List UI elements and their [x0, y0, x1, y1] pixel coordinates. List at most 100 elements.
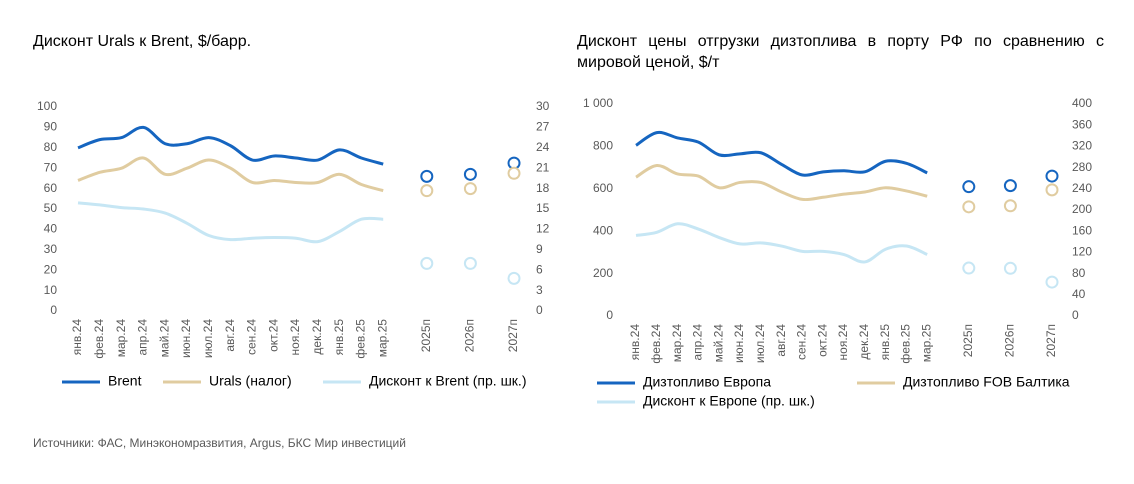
y-tick-label: 10	[44, 283, 58, 297]
x-tick-label: мар.25	[919, 324, 933, 363]
forecast-marker	[420, 184, 434, 198]
legend-label: Дисконт к Европе (пр. шк.)	[643, 393, 815, 409]
x-tick-label: апр.24	[691, 324, 705, 361]
x-tick-label: сен.24	[795, 324, 809, 360]
x-tick-label: ноя.24	[288, 319, 302, 356]
y-tick-label: 80	[44, 140, 58, 154]
x-tick-label: фев.25	[899, 324, 913, 364]
x-tick-label: авг.24	[774, 324, 788, 357]
y2-tick-label: 400	[1072, 96, 1092, 110]
forecast-marker	[1045, 183, 1059, 197]
forecast-marker	[507, 271, 521, 285]
forecast-marker	[1003, 179, 1017, 193]
forecast-marker	[1045, 169, 1059, 183]
y-tick-label: 0	[606, 308, 613, 322]
legend-label: Urals (налог)	[209, 373, 292, 389]
forecast-marker	[463, 182, 477, 196]
chart-title: Дисконт цены отгрузки дизтоплива в порту…	[577, 33, 1104, 71]
y2-tick-label: 21	[536, 160, 550, 174]
y2-tick-label: 9	[536, 242, 543, 256]
x-tick-label: июл.24	[753, 324, 767, 363]
legend-label: Дисконт к Brent (пр. шк.)	[369, 373, 527, 389]
x-tick-label: 2025п	[961, 324, 975, 357]
x-tick-label: янв.25	[332, 319, 346, 356]
series-line	[77, 201, 384, 244]
y-tick-label: 800	[593, 139, 613, 153]
x-tick-label: июл.24	[201, 319, 215, 358]
y2-tick-label: 27	[536, 120, 550, 134]
y2-tick-label: 0	[536, 303, 543, 317]
forecast-marker	[962, 200, 976, 214]
x-tick-label: 2027п	[506, 319, 520, 352]
y2-tick-label: 120	[1072, 245, 1092, 259]
x-tick-label: ноя.24	[836, 324, 850, 361]
forecast-marker	[1045, 275, 1059, 289]
y2-tick-label: 240	[1072, 181, 1092, 195]
chart-title: Дисконт Urals к Brent, $/барр.	[33, 33, 252, 50]
forecast-marker	[420, 169, 434, 183]
x-tick-label: 2027п	[1044, 324, 1058, 357]
series-line	[635, 163, 928, 202]
series-line	[77, 156, 384, 193]
x-tick-label: 2026п	[1003, 324, 1017, 357]
y-tick-label: 600	[593, 181, 613, 195]
y-tick-label: 100	[37, 99, 57, 113]
x-tick-label: янв.24	[628, 324, 642, 361]
x-tick-label: дек.24	[310, 319, 324, 355]
x-tick-label: янв.25	[878, 324, 892, 361]
x-tick-label: фев.24	[649, 324, 663, 364]
y2-tick-label: 80	[1072, 266, 1086, 280]
y2-tick-label: 360	[1072, 117, 1092, 131]
x-tick-label: янв.24	[70, 319, 84, 356]
forecast-marker	[420, 256, 434, 270]
legend-label: Brent	[108, 373, 142, 389]
forecast-marker	[962, 261, 976, 275]
x-tick-label: июн.24	[179, 319, 193, 358]
y-tick-label: 40	[44, 222, 58, 236]
x-tick-label: апр.24	[136, 319, 150, 356]
y-tick-label: 0	[50, 303, 57, 317]
y2-tick-label: 6	[536, 262, 543, 276]
y-tick-label: 1 000	[583, 96, 613, 110]
y2-tick-label: 15	[536, 201, 550, 215]
x-tick-label: июн.24	[732, 324, 746, 363]
x-tick-label: окт.24	[266, 319, 280, 352]
y-tick-label: 60	[44, 181, 58, 195]
x-tick-label: мар.25	[375, 319, 389, 358]
legend-label: Дизтопливо FOB Балтика	[903, 374, 1070, 390]
x-tick-label: май.24	[157, 319, 171, 358]
forecast-marker	[463, 256, 477, 270]
series-line	[77, 125, 384, 166]
x-tick-label: фев.25	[354, 319, 368, 359]
x-tick-label: 2026п	[463, 319, 477, 352]
y2-tick-label: 12	[536, 222, 550, 236]
y-tick-label: 200	[593, 266, 613, 280]
y-tick-label: 20	[44, 262, 58, 276]
x-tick-label: мар.24	[670, 324, 684, 363]
y2-tick-label: 200	[1072, 202, 1092, 216]
x-tick-label: дек.24	[857, 324, 871, 360]
forecast-marker	[507, 166, 521, 180]
x-tick-label: сен.24	[245, 319, 259, 355]
x-tick-label: авг.24	[223, 319, 237, 352]
y2-tick-label: 280	[1072, 160, 1092, 174]
y2-tick-label: 320	[1072, 139, 1092, 153]
y-tick-label: 90	[44, 120, 58, 134]
x-tick-label: май.24	[711, 324, 725, 363]
series-line	[635, 130, 928, 177]
forecast-marker	[962, 180, 976, 194]
x-tick-label: фев.24	[92, 319, 106, 359]
y2-tick-label: 0	[1072, 308, 1079, 322]
y-tick-label: 30	[44, 242, 58, 256]
forecast-marker	[1003, 261, 1017, 275]
y-tick-label: 70	[44, 160, 58, 174]
y2-tick-label: 24	[536, 140, 550, 154]
y2-tick-label: 160	[1072, 223, 1092, 237]
x-tick-label: окт.24	[815, 324, 829, 357]
y-tick-label: 400	[593, 223, 613, 237]
x-tick-label: 2025п	[419, 319, 433, 352]
y2-tick-label: 40	[1072, 287, 1086, 301]
series-line	[635, 222, 928, 264]
